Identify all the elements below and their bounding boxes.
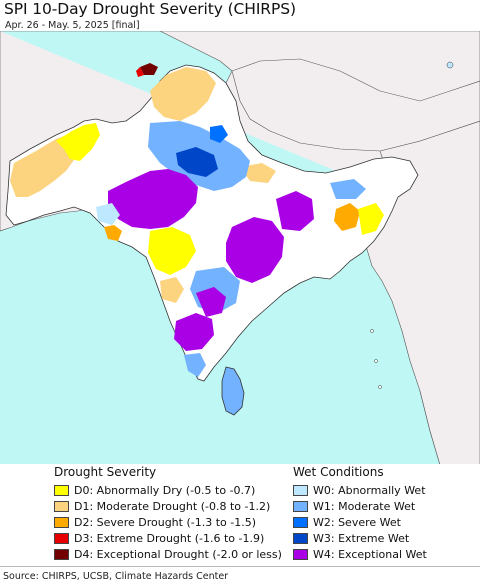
drought-map xyxy=(0,31,480,465)
legend-drought-title: Drought Severity xyxy=(54,465,157,479)
drought-d1-northeast xyxy=(240,163,276,183)
legend-item-d1: D1: Moderate Drought (-0.8 to -1.2) xyxy=(54,498,282,514)
map-date-range: Apr. 26 - May. 5, 2025 [final] xyxy=(5,20,140,31)
legend-wet: Wet Conditions W0: Abnormally Wet W1: Mo… xyxy=(293,464,427,562)
legend-label: D4: Exceptional Drought (-2.0 or less) xyxy=(74,547,282,561)
legend-wet-title: Wet Conditions xyxy=(293,465,384,479)
legend-item-w4: W4: Exceptional Wet xyxy=(293,546,427,562)
island-dot xyxy=(446,61,454,69)
wet-w4-deccan xyxy=(196,287,226,317)
legend-label: W0: Abnormally Wet xyxy=(313,483,426,497)
outside-land-north xyxy=(231,58,480,152)
swatch-d0 xyxy=(54,484,69,496)
drought-d1-central xyxy=(160,277,184,303)
legend-label: D3: Extreme Drought (-1.6 to -1.9) xyxy=(74,531,265,545)
swatch-w4 xyxy=(293,548,308,560)
swatch-w3 xyxy=(293,532,308,544)
island-dot xyxy=(378,385,382,389)
wet-w4-rajasthan xyxy=(108,169,198,229)
legend-label: W2: Severe Wet xyxy=(313,515,401,529)
wet-w4-east xyxy=(276,191,314,231)
south-asia-land xyxy=(5,64,419,382)
wet-w2-himalaya xyxy=(210,125,228,143)
legend-drought: Drought Severity D0: Abnormally Dry (-0.… xyxy=(54,464,282,562)
drought-d2-gujarat xyxy=(104,225,122,241)
legend-label: D1: Moderate Drought (-0.8 to -1.2) xyxy=(74,499,271,513)
swatch-d1 xyxy=(54,500,69,512)
swatch-w0 xyxy=(293,484,308,496)
drought-d3-kashmir xyxy=(136,67,144,77)
legend-item-w3: W3: Extreme Wet xyxy=(293,530,427,546)
source-credit: Source: CHIRPS, UCSB, Climate Hazards Ce… xyxy=(3,571,229,582)
drought-d1-west xyxy=(10,133,80,197)
sri-lanka xyxy=(221,366,245,416)
legend-label: D0: Abnormally Dry (-0.5 to -0.7) xyxy=(74,483,256,497)
drought-d0-west xyxy=(56,123,100,161)
legend-item-d3: D3: Extreme Drought (-1.6 to -1.9) xyxy=(54,530,282,546)
wet-w1-northeast xyxy=(330,179,366,199)
legend-label: W4: Exceptional Wet xyxy=(313,547,427,561)
island-dot xyxy=(370,329,374,333)
footer-divider xyxy=(0,566,480,567)
drought-d1-north xyxy=(150,67,216,121)
wet-w4-central-east xyxy=(226,217,284,283)
drought-d0-myanmar-border xyxy=(358,203,384,235)
swatch-d2 xyxy=(54,516,69,528)
legend-item-d0: D0: Abnormally Dry (-0.5 to -0.7) xyxy=(54,482,282,498)
legend-label: W3: Extreme Wet xyxy=(313,531,410,545)
swatch-d3 xyxy=(54,532,69,544)
swatch-d4 xyxy=(54,548,69,560)
legend-label: W1: Moderate Wet xyxy=(313,499,416,513)
wet-w3-north xyxy=(176,147,218,177)
wet-w1-south-tip xyxy=(184,353,206,377)
island-dot xyxy=(374,359,378,363)
drought-d4-kashmir xyxy=(140,63,158,75)
legend-label: D2: Severe Drought (-1.3 to -1.5) xyxy=(74,515,257,529)
swatch-w1 xyxy=(293,500,308,512)
drought-d2-bangladesh xyxy=(334,203,360,231)
legend-item-d2: D2: Severe Drought (-1.3 to -1.5) xyxy=(54,514,282,530)
legend-item-w1: W1: Moderate Wet xyxy=(293,498,427,514)
drought-d0-central xyxy=(148,227,196,275)
wet-w4-south xyxy=(174,313,214,351)
swatch-w2 xyxy=(293,516,308,528)
legend-item-w0: W0: Abnormally Wet xyxy=(293,482,427,498)
map-title: SPI 10-Day Drought Severity (CHIRPS) xyxy=(4,0,296,18)
legend-item-d4: D4: Exceptional Drought (-2.0 or less) xyxy=(54,546,282,562)
legend-item-w2: W2: Severe Wet xyxy=(293,514,427,530)
legend: Drought Severity D0: Abnormally Dry (-0.… xyxy=(0,464,480,568)
wet-w0-gujarat xyxy=(96,203,120,225)
